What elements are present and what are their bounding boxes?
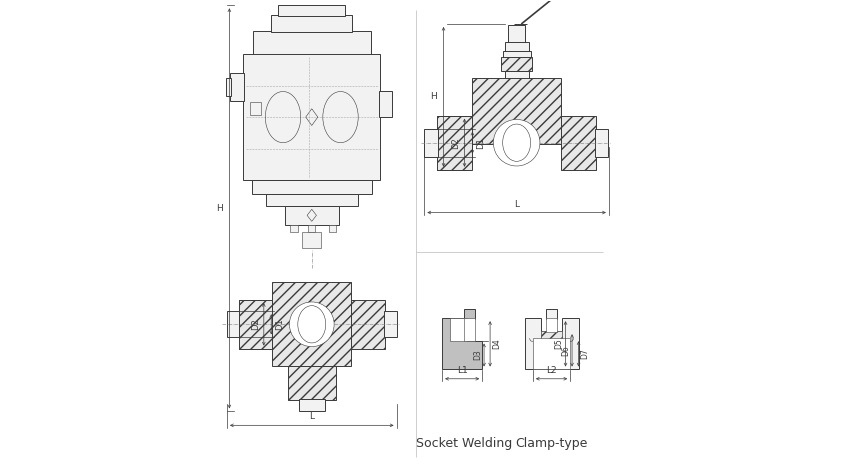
Text: L: L — [309, 412, 314, 421]
Text: H: H — [430, 92, 437, 101]
Polygon shape — [443, 318, 482, 369]
Bar — [266, 194, 358, 205]
Text: D4: D4 — [492, 339, 501, 349]
Text: L2: L2 — [546, 366, 557, 375]
Polygon shape — [449, 318, 467, 340]
Bar — [595, 129, 609, 156]
Text: L1: L1 — [457, 366, 468, 375]
Bar — [384, 311, 397, 337]
Bar — [285, 205, 338, 225]
Text: D1: D1 — [276, 318, 284, 330]
Bar — [271, 14, 352, 32]
Bar — [546, 318, 557, 332]
Polygon shape — [542, 331, 561, 338]
Bar — [288, 366, 336, 400]
Bar — [308, 225, 315, 232]
Bar — [278, 5, 345, 16]
Bar — [299, 399, 325, 411]
Bar — [463, 318, 474, 340]
Bar — [329, 225, 336, 232]
Bar — [227, 311, 239, 337]
Text: Clamp-type: Clamp-type — [516, 437, 588, 450]
Bar — [251, 180, 372, 194]
Bar — [226, 78, 232, 96]
Bar — [290, 225, 298, 232]
Text: D1: D1 — [476, 137, 486, 149]
Text: D2: D2 — [251, 318, 260, 330]
Text: D5: D5 — [554, 339, 563, 349]
Bar — [230, 73, 245, 101]
Text: D7: D7 — [580, 348, 590, 359]
Polygon shape — [533, 331, 570, 369]
Text: L: L — [514, 200, 519, 209]
Bar — [380, 92, 393, 117]
Text: D2: D2 — [452, 137, 461, 149]
Bar — [424, 129, 438, 156]
Bar — [505, 42, 529, 52]
Bar — [351, 300, 385, 348]
Bar — [508, 25, 525, 43]
Bar — [252, 31, 371, 55]
Text: H: H — [216, 204, 222, 213]
Bar — [302, 232, 321, 248]
Text: Socket Welding: Socket Welding — [417, 437, 512, 450]
Bar — [505, 71, 529, 79]
Text: D6: D6 — [561, 345, 570, 356]
Bar — [546, 309, 557, 319]
Bar — [244, 54, 381, 180]
Text: D3: D3 — [473, 350, 482, 361]
Bar — [473, 78, 561, 144]
Bar — [238, 300, 272, 348]
Bar — [503, 51, 530, 58]
Bar — [437, 116, 473, 170]
Ellipse shape — [493, 120, 540, 166]
Bar — [463, 309, 474, 319]
Bar — [272, 283, 351, 366]
Ellipse shape — [289, 302, 334, 347]
Polygon shape — [524, 318, 579, 369]
Bar — [251, 102, 261, 115]
Bar — [501, 57, 532, 71]
Bar — [561, 116, 596, 170]
